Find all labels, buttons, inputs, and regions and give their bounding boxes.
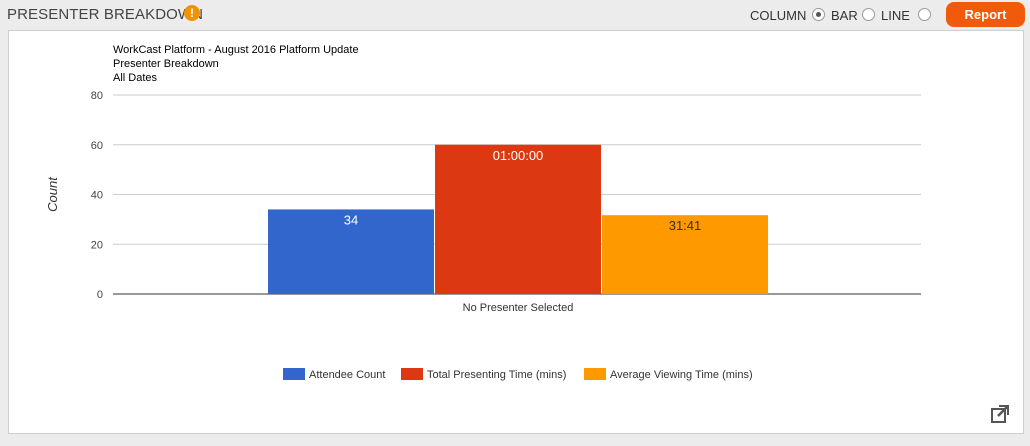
legend-item: Total Presenting Time (mins): [427, 369, 566, 381]
exclamation-circle-icon[interactable]: !: [184, 5, 200, 21]
y-tick-label: 40: [91, 190, 103, 202]
external-link-icon[interactable]: [990, 404, 1010, 424]
page-title: PRESENTER BREAKDOWN: [7, 6, 204, 23]
bar-1: [435, 144, 601, 294]
chart-panel: WorkCast Platform - August 2016 Platform…: [8, 30, 1024, 434]
data-label: 34: [344, 212, 358, 227]
x-category-label: No Presenter Selected: [463, 302, 574, 314]
data-label: 01:00:00: [493, 148, 544, 163]
chart-type-radio-column[interactable]: [812, 8, 825, 21]
presenter-breakdown-chart: WorkCast Platform - August 2016 Platform…: [45, 44, 921, 381]
header: PRESENTER BREAKDOWN ! COLUMN BAR LINE Re…: [0, 0, 1030, 30]
data-label: 31:41: [669, 218, 702, 233]
legend-swatch: [584, 368, 606, 380]
legend-item: Average Viewing Time (mins): [610, 369, 753, 381]
chart-title-line: WorkCast Platform - August 2016 Platform…: [113, 44, 359, 56]
bar-0: [268, 209, 434, 294]
chart-title-line: All Dates: [113, 72, 158, 84]
chart-type-label-column: COLUMN: [750, 8, 807, 23]
legend-swatch: [401, 368, 423, 380]
y-tick-label: 20: [91, 239, 103, 251]
legend-swatch: [283, 368, 305, 380]
y-tick-label: 80: [91, 90, 103, 102]
chart-title-line: Presenter Breakdown: [113, 58, 219, 70]
y-tick-label: 0: [97, 289, 103, 301]
bar-2: [602, 215, 768, 294]
y-tick-label: 60: [91, 140, 103, 152]
chart-type-label-bar: BAR: [831, 8, 858, 23]
chart-type-radio-bar[interactable]: [862, 8, 875, 21]
chart-type-radio-line[interactable]: [918, 8, 931, 21]
y-axis-label: Count: [45, 176, 60, 212]
report-button[interactable]: Report: [946, 2, 1025, 27]
chart-type-label-line: LINE: [881, 8, 910, 23]
legend-item: Attendee Count: [309, 369, 385, 381]
